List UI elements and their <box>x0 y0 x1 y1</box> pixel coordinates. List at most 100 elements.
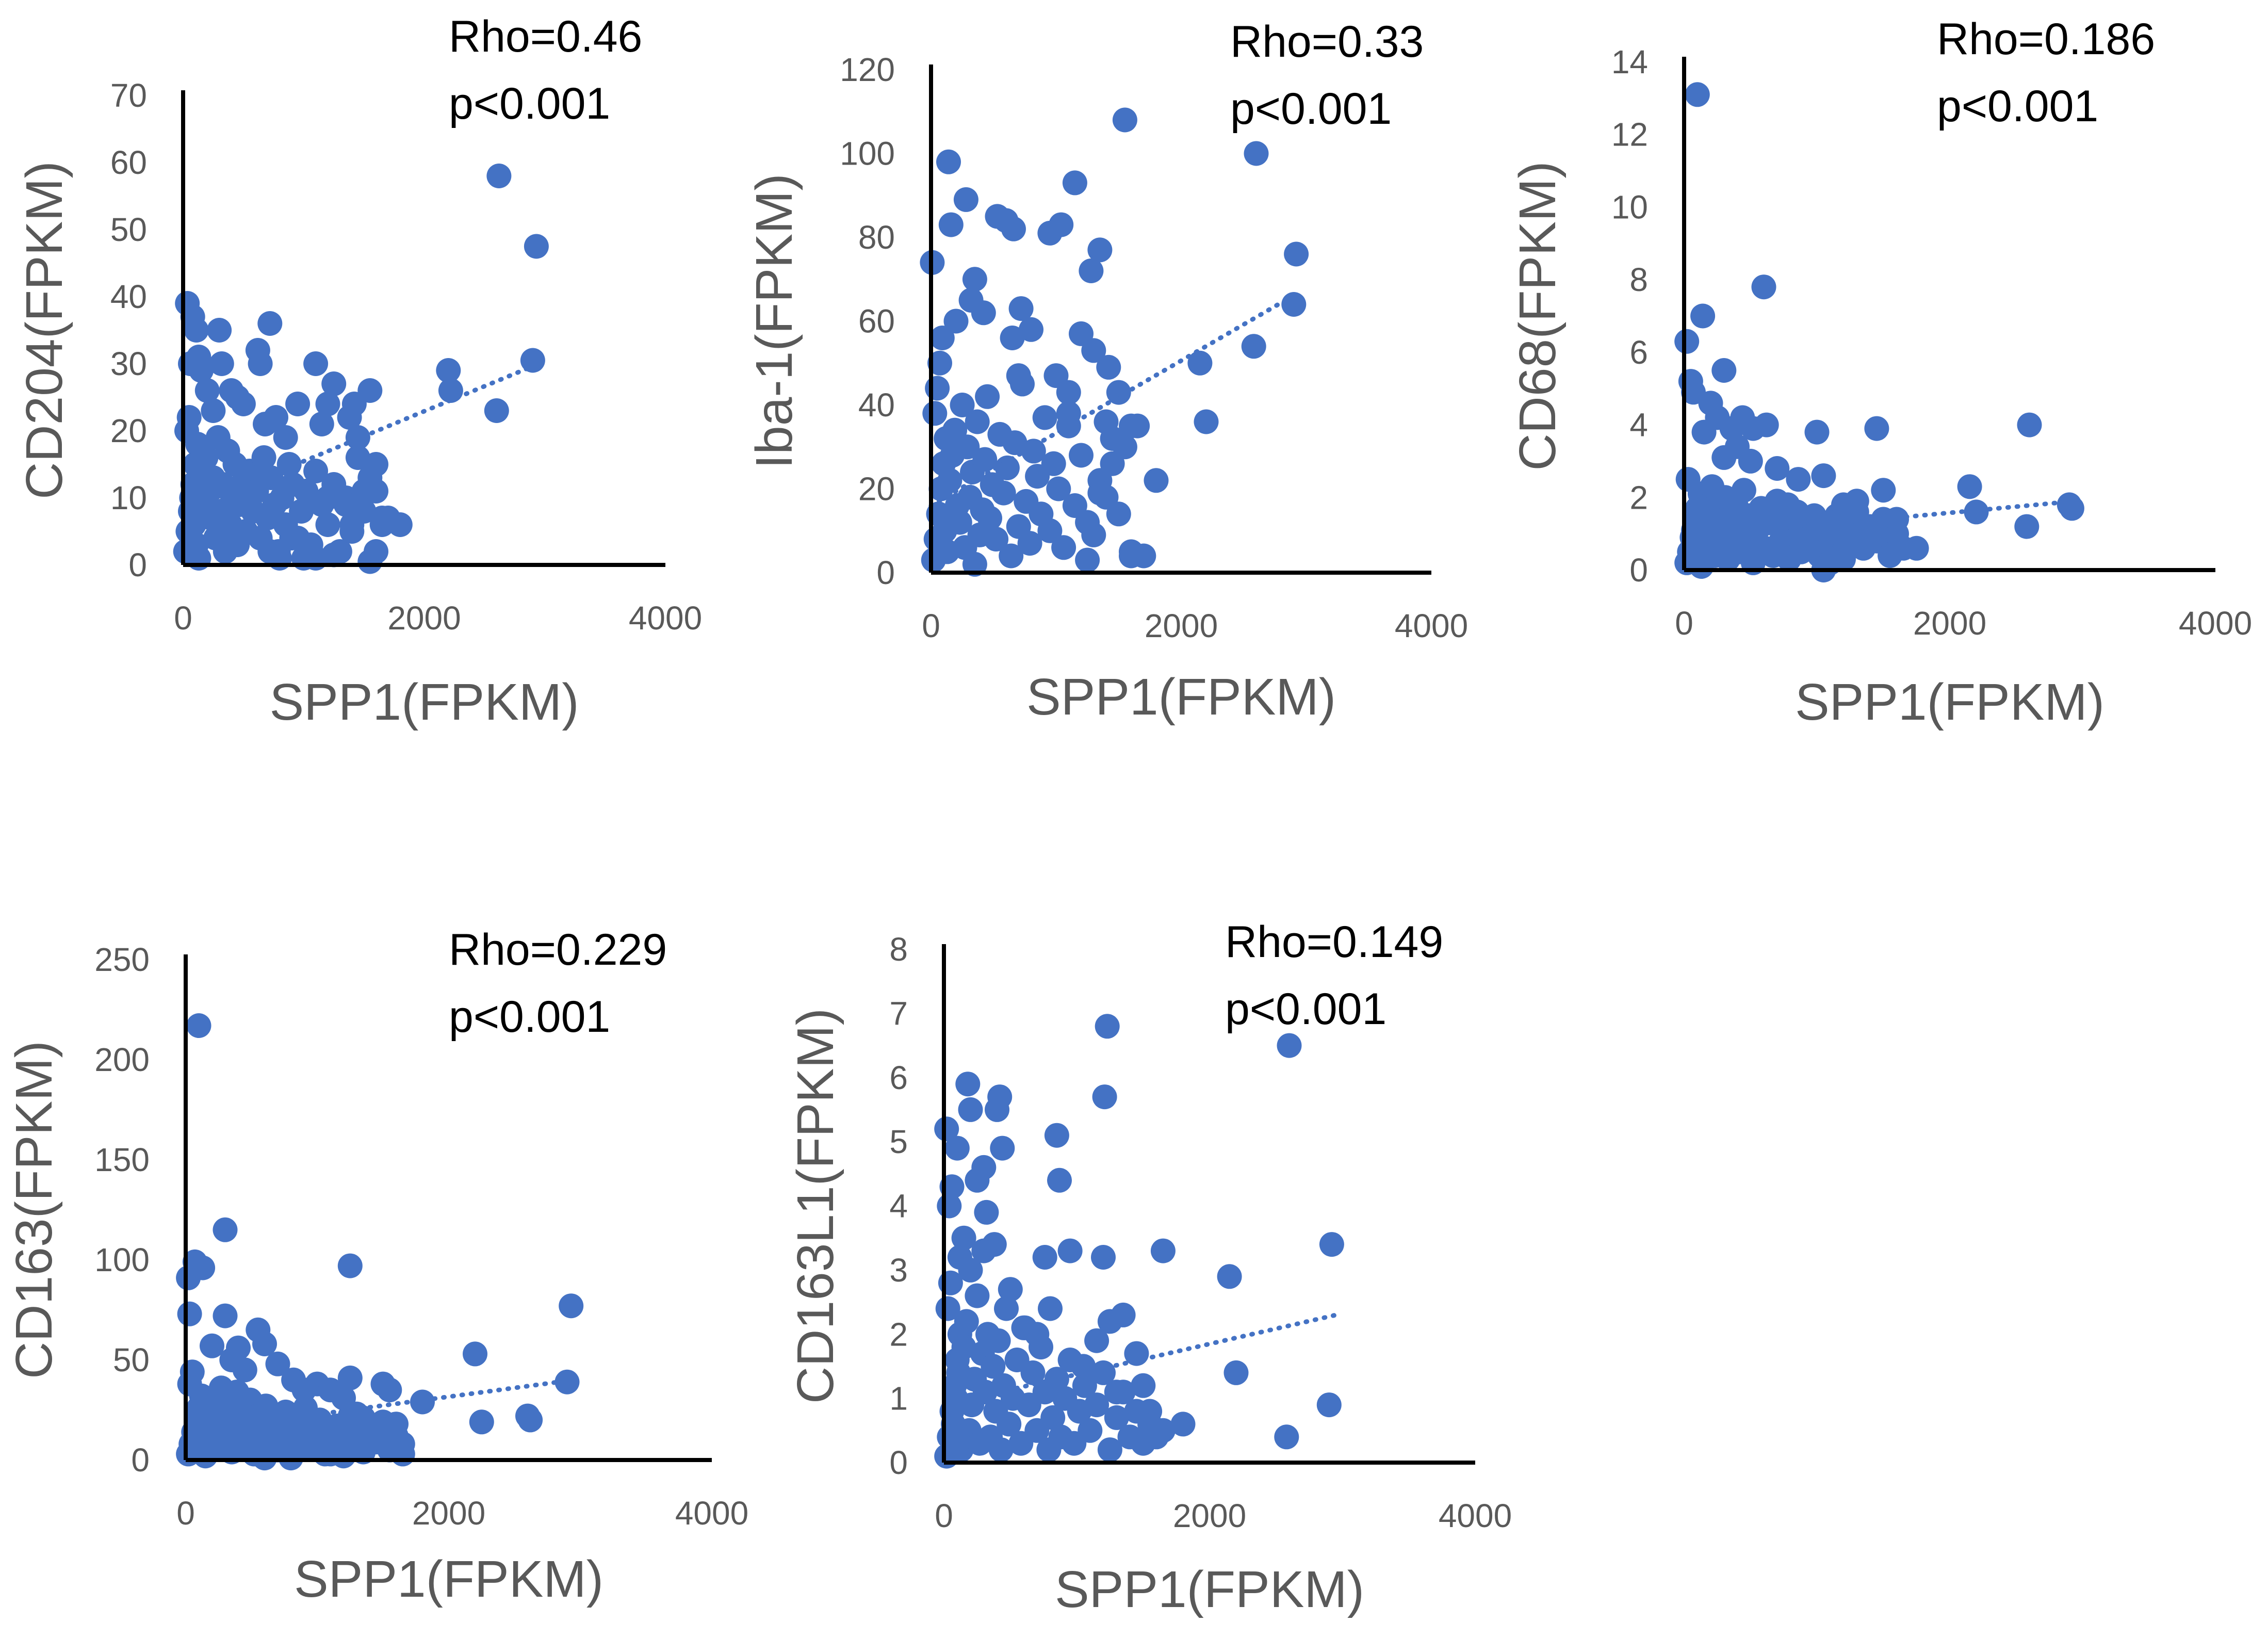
data-point <box>177 1301 202 1326</box>
data-point <box>994 455 1020 480</box>
data-point <box>1043 363 1069 388</box>
data-point <box>1000 326 1025 350</box>
data-point <box>201 398 226 423</box>
data-point <box>189 358 214 383</box>
data-point <box>1964 499 1989 525</box>
data-point <box>276 452 302 477</box>
scatter-points <box>176 1013 584 1471</box>
data-point <box>1319 1232 1344 1257</box>
data-point <box>1095 1014 1120 1039</box>
data-point <box>251 445 276 470</box>
data-point <box>953 187 978 212</box>
data-point <box>997 1412 1022 1437</box>
y-tick-label: 4 <box>889 1188 908 1225</box>
data-point <box>1104 1405 1129 1430</box>
data-point <box>364 452 388 477</box>
data-point <box>991 480 1016 506</box>
data-point <box>951 1225 976 1251</box>
data-point <box>1150 1238 1176 1263</box>
data-point <box>1223 1360 1249 1385</box>
data-point <box>357 378 383 403</box>
data-point <box>1049 212 1074 237</box>
data-point <box>257 311 283 336</box>
scatter-points <box>1674 82 2084 582</box>
data-point <box>1040 1405 1066 1430</box>
y-tick-label: 60 <box>110 144 147 181</box>
data-point <box>337 1365 363 1390</box>
x-tick-label: 4000 <box>1439 1497 1512 1534</box>
data-point <box>1194 409 1219 434</box>
y-tick-label: 20 <box>110 412 147 449</box>
data-point <box>1150 1418 1176 1443</box>
data-point <box>1751 274 1776 300</box>
chart-panel-cd163: 0 50 100 150 200 250 0 2000 4000 SPP1(FPKM) CD163(… <box>5 925 748 1608</box>
y-tick-label: 60 <box>858 303 895 340</box>
data-point <box>387 512 413 537</box>
data-point <box>315 485 340 510</box>
x-tick-label: 2000 <box>1173 1497 1246 1534</box>
data-point <box>1075 547 1100 573</box>
y-tick-label: 80 <box>858 219 895 256</box>
data-point <box>1119 413 1144 439</box>
data-point <box>1131 1373 1156 1398</box>
data-point <box>1019 317 1043 342</box>
data-point <box>273 425 298 450</box>
x-tick-label: 0 <box>922 607 940 644</box>
data-point <box>1044 1123 1069 1148</box>
y-tick-label: 0 <box>128 546 147 583</box>
data-point <box>1021 439 1046 464</box>
data-point <box>1281 292 1307 317</box>
y-tick-label: 5 <box>889 1123 908 1160</box>
data-point <box>231 392 256 416</box>
x-tick-label: 2000 <box>1145 607 1218 644</box>
rho-annotation: Rho=0.229 <box>449 925 667 975</box>
data-point <box>1675 467 1701 492</box>
x-tick-label: 0 <box>1675 605 1693 642</box>
data-point <box>962 267 987 292</box>
data-point <box>1775 492 1800 517</box>
data-point <box>1032 1245 1057 1270</box>
data-point <box>1811 463 1836 489</box>
data-point <box>1096 354 1121 380</box>
y-tick-label: 2 <box>889 1316 908 1353</box>
data-point <box>1786 467 1811 492</box>
data-point <box>958 1097 983 1122</box>
data-point <box>1069 321 1094 346</box>
data-point <box>337 1253 363 1278</box>
data-point <box>972 447 998 472</box>
data-point <box>958 1257 983 1283</box>
data-point <box>2014 514 2039 539</box>
data-point <box>936 149 961 174</box>
y-axis-title: CD163(FPKM) <box>5 1041 63 1379</box>
data-point <box>1831 546 1856 572</box>
data-point <box>518 1407 543 1433</box>
p-value-annotation: p<0.001 <box>1225 984 1386 1034</box>
y-axis-title: CD204(FPKM) <box>15 161 73 499</box>
data-point <box>929 326 955 350</box>
x-tick-label: 4000 <box>675 1495 748 1532</box>
data-point <box>977 506 1002 531</box>
data-point <box>925 376 950 401</box>
y-axis-title: CD163L1(FPKM) <box>787 1008 844 1404</box>
data-point <box>1006 363 1031 388</box>
data-point <box>990 1136 1015 1161</box>
data-point <box>186 1013 211 1038</box>
rho-annotation: Rho=0.33 <box>1230 17 1424 67</box>
data-point <box>935 1296 960 1321</box>
data-point <box>934 1116 959 1142</box>
y-tick-label: 8 <box>1629 261 1648 298</box>
p-value-annotation: p<0.001 <box>1937 82 2098 131</box>
trendline <box>1682 498 2079 540</box>
data-point <box>1674 329 1700 354</box>
data-point <box>1187 350 1213 376</box>
data-point <box>463 1341 487 1367</box>
data-point <box>1738 448 1763 474</box>
data-point <box>219 1348 244 1372</box>
data-point <box>1041 451 1066 476</box>
data-point <box>1793 510 1819 536</box>
data-point <box>1217 1264 1242 1289</box>
data-point <box>1084 1392 1109 1418</box>
data-point <box>1071 1354 1096 1379</box>
data-point <box>1104 1380 1129 1405</box>
data-point <box>1106 501 1131 527</box>
